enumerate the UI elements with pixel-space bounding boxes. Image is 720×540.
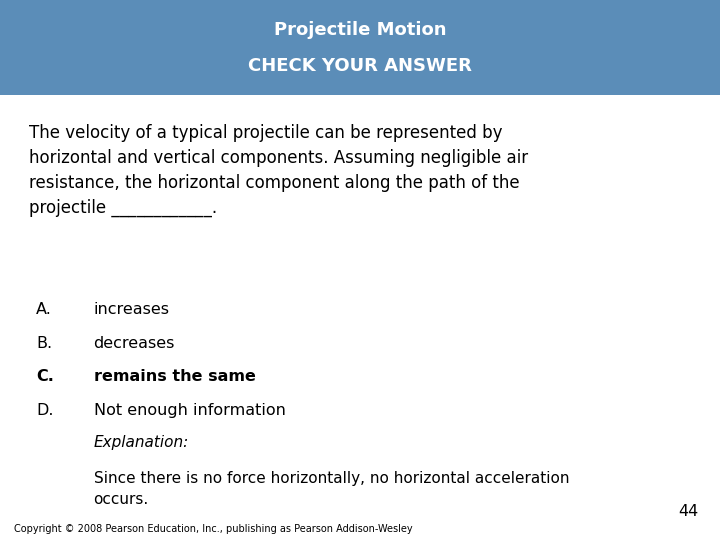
FancyBboxPatch shape [0, 0, 720, 94]
Text: A.: A. [36, 302, 52, 318]
Text: B.: B. [36, 336, 52, 351]
Text: Not enough information: Not enough information [94, 403, 285, 418]
Text: The velocity of a typical projectile can be represented by
horizontal and vertic: The velocity of a typical projectile can… [29, 124, 528, 218]
Text: Projectile Motion: Projectile Motion [274, 21, 446, 39]
Text: increases: increases [94, 302, 170, 318]
Text: Copyright © 2008 Pearson Education, Inc., publishing as Pearson Addison-Wesley: Copyright © 2008 Pearson Education, Inc.… [14, 523, 413, 534]
Text: Since there is no force horizontally, no horizontal acceleration
occurs.: Since there is no force horizontally, no… [94, 471, 569, 507]
Text: C.: C. [36, 369, 54, 384]
Text: CHECK YOUR ANSWER: CHECK YOUR ANSWER [248, 57, 472, 75]
Text: D.: D. [36, 403, 53, 418]
Text: 44: 44 [678, 504, 698, 519]
Text: Explanation:: Explanation: [94, 435, 189, 450]
Text: remains the same: remains the same [94, 369, 256, 384]
Text: decreases: decreases [94, 336, 175, 351]
